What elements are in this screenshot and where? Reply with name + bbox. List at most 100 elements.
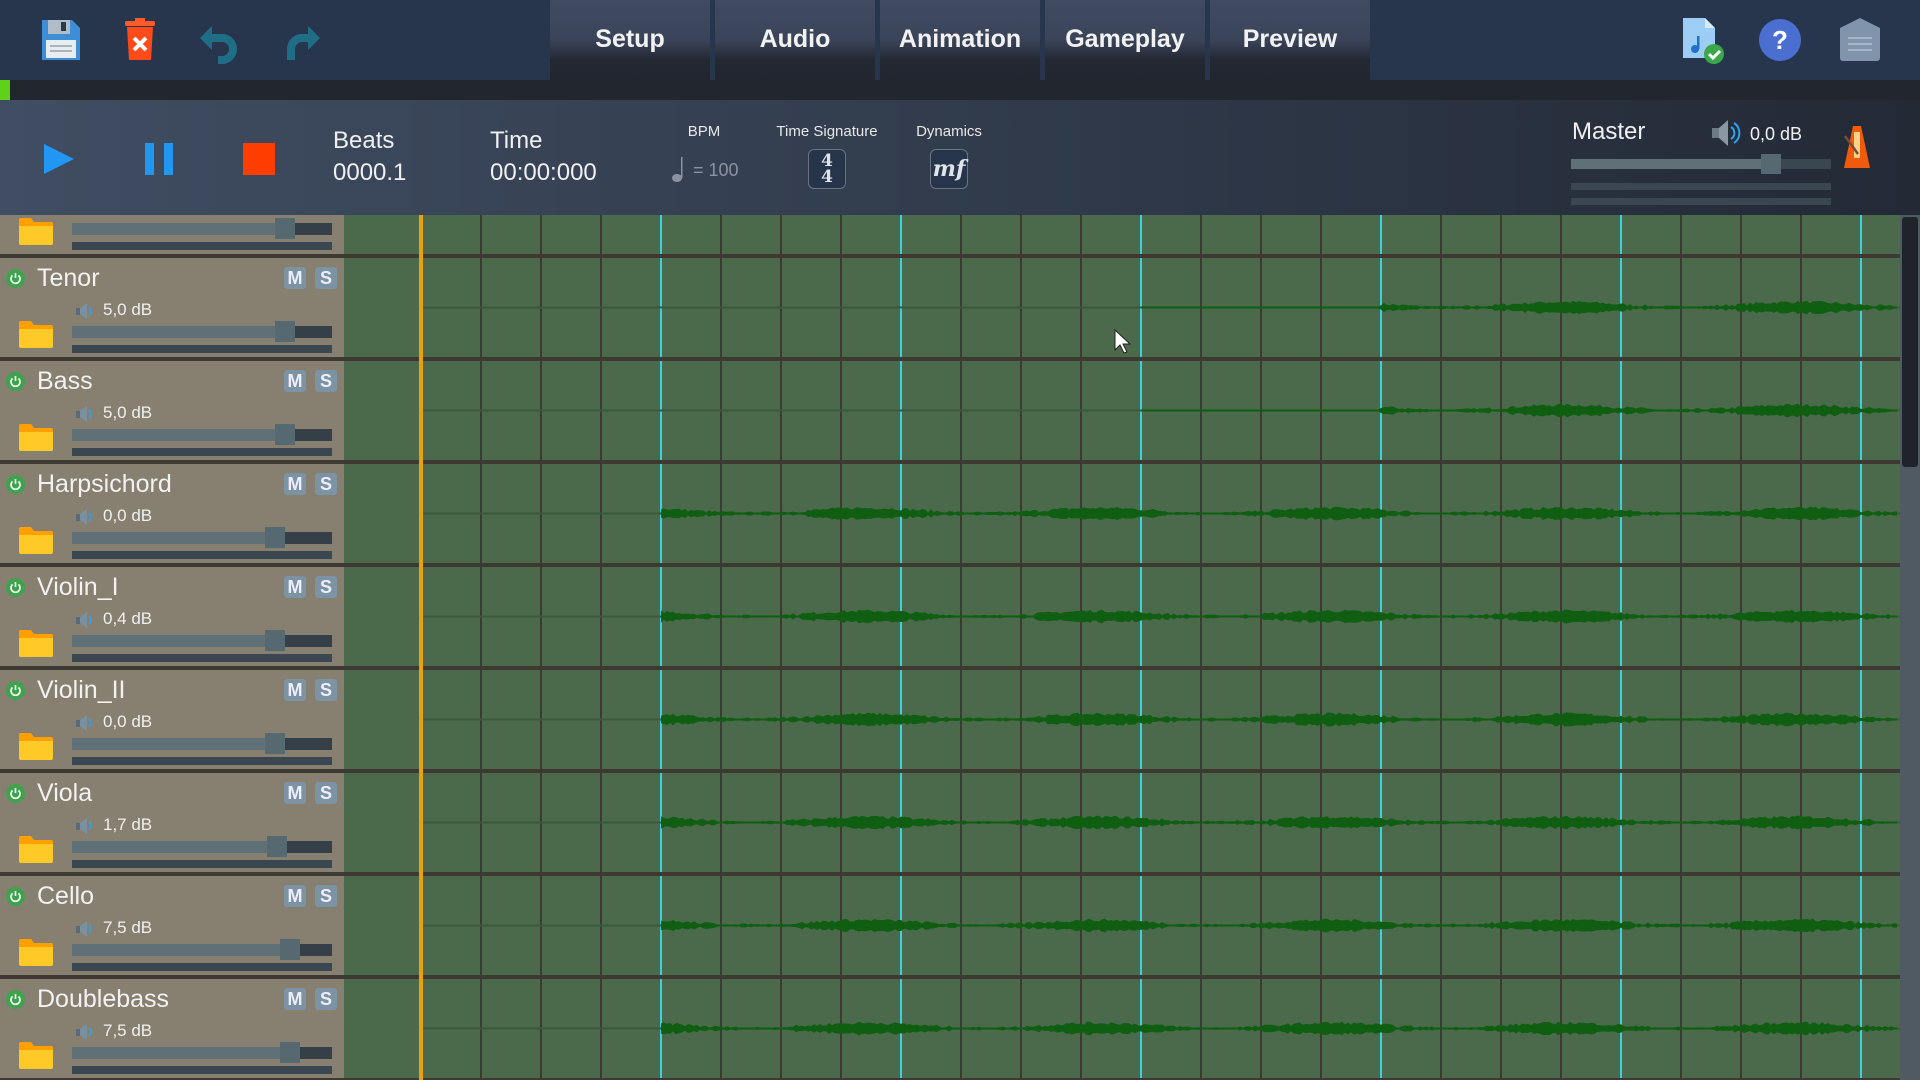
speaker-icon[interactable] [76, 508, 96, 526]
folder-icon[interactable] [18, 938, 54, 966]
power-toggle-icon[interactable] [6, 475, 25, 494]
solo-button[interactable]: S [315, 473, 337, 495]
track-level-meter [72, 242, 332, 250]
save-icon[interactable] [36, 16, 84, 64]
mute-button[interactable]: M [284, 679, 306, 701]
track-volume-slider[interactable] [72, 630, 332, 651]
speaker-icon[interactable] [76, 302, 96, 320]
play-button[interactable] [42, 142, 76, 176]
speaker-icon[interactable] [76, 714, 96, 732]
delete-icon[interactable] [116, 16, 164, 64]
slider-thumb[interactable] [275, 321, 296, 342]
slider-thumb[interactable] [267, 836, 288, 857]
mute-button[interactable]: M [284, 576, 306, 598]
power-toggle-icon[interactable] [6, 784, 25, 803]
beats-value: 0000.1 [333, 159, 407, 186]
slider-thumb[interactable] [275, 218, 296, 239]
tab-audio[interactable]: Audio [715, 0, 875, 80]
scrollbar-thumb[interactable] [1902, 217, 1918, 467]
master-slider-thumb[interactable] [1761, 154, 1782, 174]
slider-thumb[interactable] [264, 733, 285, 754]
mute-button[interactable]: M [284, 988, 306, 1010]
audio-waveform [661, 609, 1897, 624]
slider-thumb[interactable] [280, 939, 301, 960]
track-level-meter [72, 654, 332, 662]
power-toggle-icon[interactable] [6, 887, 25, 906]
mute-button[interactable]: M [284, 473, 306, 495]
stop-button[interactable] [243, 143, 275, 175]
folder-icon[interactable] [18, 1041, 54, 1069]
mute-button[interactable]: M [284, 370, 306, 392]
mute-button[interactable]: M [284, 885, 306, 907]
track-volume-slider[interactable] [72, 424, 332, 445]
pause-button[interactable] [145, 143, 175, 175]
mute-button[interactable]: M [284, 782, 306, 804]
solo-button[interactable]: S [315, 885, 337, 907]
audio-waveform [661, 712, 1897, 727]
speaker-icon[interactable] [76, 817, 96, 835]
slider-thumb[interactable] [280, 1042, 301, 1063]
track-volume-slider[interactable] [72, 527, 332, 548]
svg-text:?: ? [1772, 25, 1788, 55]
track-name: Cello [37, 882, 94, 910]
slider-thumb[interactable] [264, 630, 285, 651]
power-toggle-icon[interactable] [6, 372, 25, 391]
track-volume-slider[interactable] [72, 218, 332, 239]
track-volume-slider[interactable] [72, 939, 332, 960]
tab-animation[interactable]: Animation [880, 0, 1040, 80]
folder-icon[interactable] [18, 217, 54, 245]
tab-setup[interactable]: Setup [550, 0, 710, 80]
solo-button[interactable]: S [315, 679, 337, 701]
solo-button[interactable]: S [315, 576, 337, 598]
playback-progress-bar[interactable] [0, 80, 1920, 100]
folder-icon[interactable] [18, 526, 54, 554]
track-list: Tenor M S 5,0 dB Bass M S 5,0 dB Harpsic… [0, 215, 344, 1080]
solo-button[interactable]: S [315, 988, 337, 1010]
track-volume-slider[interactable] [72, 836, 332, 857]
speaker-icon[interactable] [1711, 118, 1741, 148]
slider-thumb[interactable] [275, 424, 296, 445]
track-level-meter [72, 963, 332, 971]
folder-icon[interactable] [18, 423, 54, 451]
track-volume-slider[interactable] [72, 321, 332, 342]
track-row: Harpsichord M S 0,0 dB [0, 464, 344, 567]
power-toggle-icon[interactable] [6, 578, 25, 597]
help-icon[interactable]: ? [1756, 16, 1804, 64]
slider-fill [72, 1047, 291, 1059]
track-row: Cello M S 7,5 dB [0, 876, 344, 979]
music-file-check-icon[interactable] [1680, 16, 1728, 64]
quarter-note-icon [672, 157, 683, 182]
speaker-icon[interactable] [76, 611, 96, 629]
menu-icon[interactable] [1836, 16, 1884, 64]
bpm-value[interactable]: = 100 [693, 160, 739, 180]
track-volume-slider[interactable] [72, 733, 332, 754]
folder-icon[interactable] [18, 835, 54, 863]
power-toggle-icon[interactable] [6, 990, 25, 1009]
track-volume-slider[interactable] [72, 1042, 332, 1063]
mute-button[interactable]: M [284, 267, 306, 289]
slider-thumb[interactable] [264, 527, 285, 548]
track-volume-db: 0,0 dB [103, 506, 153, 525]
vertical-scrollbar[interactable] [1900, 215, 1920, 1080]
power-toggle-icon[interactable] [6, 269, 25, 288]
tab-gameplay[interactable]: Gameplay [1045, 0, 1205, 80]
folder-icon[interactable] [18, 320, 54, 348]
solo-button[interactable]: S [315, 370, 337, 392]
power-toggle-icon[interactable] [6, 681, 25, 700]
solo-button[interactable]: S [315, 267, 337, 289]
speaker-icon[interactable] [76, 405, 96, 423]
tab-preview[interactable]: Preview [1210, 0, 1370, 80]
master-volume-slider[interactable] [1571, 154, 1831, 174]
solo-button[interactable]: S [315, 782, 337, 804]
speaker-icon[interactable] [76, 920, 96, 938]
metronome-icon[interactable] [1842, 124, 1872, 172]
master-meter-left [1571, 183, 1831, 190]
timeline-grid[interactable] [344, 215, 1900, 1080]
dynamics-button[interactable]: mf [930, 149, 968, 189]
speaker-icon[interactable] [76, 1023, 96, 1041]
undo-icon[interactable] [196, 16, 244, 64]
redo-icon[interactable] [276, 16, 324, 64]
folder-icon[interactable] [18, 629, 54, 657]
folder-icon[interactable] [18, 732, 54, 760]
